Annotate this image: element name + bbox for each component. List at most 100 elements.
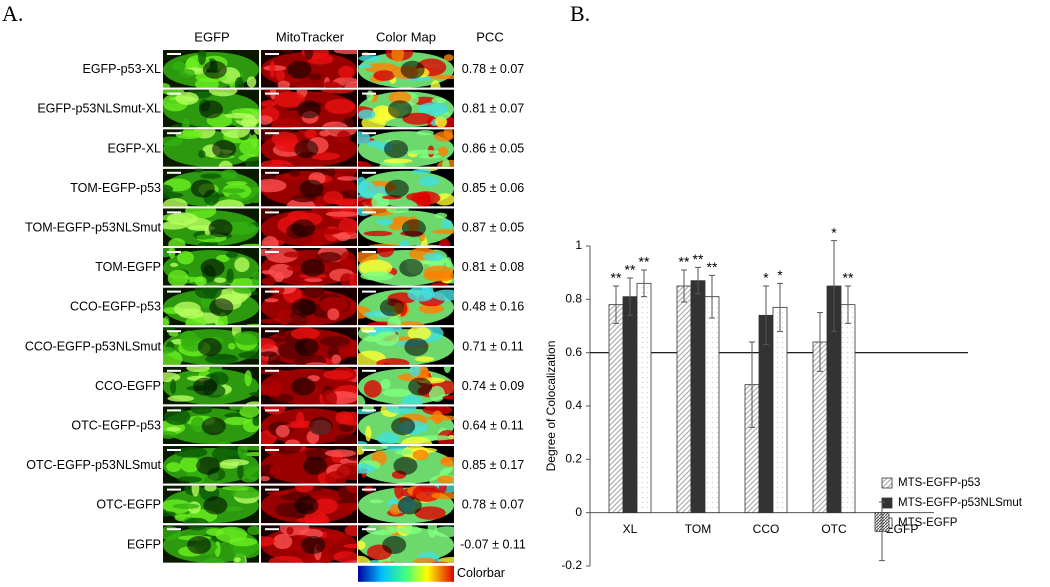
nucleus bbox=[287, 60, 312, 79]
blob bbox=[261, 536, 276, 547]
nucleus bbox=[399, 258, 424, 277]
blob bbox=[338, 347, 357, 357]
nucleus bbox=[387, 100, 412, 119]
blob bbox=[426, 415, 454, 421]
colorbar bbox=[358, 565, 454, 582]
blob bbox=[163, 317, 169, 326]
blob bbox=[224, 416, 249, 426]
error-bar bbox=[817, 312, 823, 372]
blob bbox=[427, 525, 438, 538]
blob bbox=[163, 509, 167, 515]
blob bbox=[437, 146, 449, 157]
blob bbox=[271, 131, 298, 147]
blob bbox=[414, 356, 435, 362]
micrograph bbox=[163, 89, 259, 128]
blob bbox=[280, 50, 294, 53]
blob bbox=[215, 526, 248, 543]
blob bbox=[325, 211, 357, 217]
blob bbox=[374, 331, 400, 347]
blob bbox=[416, 130, 434, 136]
blob bbox=[270, 379, 282, 398]
pcc-value: 0.78 ± 0.07 bbox=[462, 498, 525, 512]
blob bbox=[163, 350, 183, 365]
blob bbox=[274, 91, 306, 108]
nucleus bbox=[382, 536, 407, 554]
nucleus bbox=[291, 219, 316, 238]
blob bbox=[411, 191, 441, 206]
nucleus bbox=[212, 140, 237, 158]
blob bbox=[163, 408, 191, 426]
blob bbox=[224, 112, 254, 119]
blob bbox=[205, 353, 239, 365]
blob bbox=[432, 289, 454, 301]
blob bbox=[273, 533, 293, 550]
blob bbox=[282, 423, 315, 428]
error-bar bbox=[777, 282, 783, 332]
nucleus bbox=[209, 298, 234, 317]
blob bbox=[287, 265, 302, 272]
blob bbox=[218, 160, 233, 167]
micrograph bbox=[358, 525, 454, 563]
blob bbox=[346, 485, 357, 493]
micrograph bbox=[261, 129, 357, 167]
micrograph bbox=[358, 248, 454, 286]
nucleus bbox=[196, 456, 221, 475]
blob bbox=[418, 303, 444, 314]
nucleus bbox=[391, 417, 416, 436]
blob bbox=[244, 323, 259, 326]
blob bbox=[226, 251, 238, 259]
blob bbox=[261, 337, 276, 350]
micrograph bbox=[261, 50, 357, 88]
significance-label: * bbox=[831, 224, 837, 240]
blob bbox=[358, 131, 371, 145]
blob bbox=[419, 435, 454, 441]
blob bbox=[163, 82, 171, 88]
micrograph bbox=[261, 406, 357, 444]
blob bbox=[294, 354, 327, 365]
significance-label: ** bbox=[625, 262, 636, 278]
blob bbox=[413, 557, 436, 563]
nucleus bbox=[296, 100, 321, 119]
blob bbox=[173, 301, 201, 317]
error-bar bbox=[627, 277, 633, 316]
error-bar bbox=[879, 501, 885, 562]
nucleus bbox=[404, 338, 429, 356]
blob bbox=[234, 257, 250, 273]
blob bbox=[179, 456, 201, 473]
blob bbox=[247, 525, 259, 536]
blob bbox=[333, 551, 357, 563]
bar bbox=[690, 280, 706, 514]
blob bbox=[247, 486, 256, 493]
blob bbox=[358, 463, 376, 474]
column-header: MitoTracker bbox=[276, 29, 345, 44]
blob bbox=[325, 84, 345, 88]
blob bbox=[163, 198, 188, 207]
nucleus bbox=[308, 417, 333, 436]
error-bar bbox=[831, 240, 837, 332]
blob bbox=[275, 425, 290, 438]
blob bbox=[366, 90, 374, 102]
legend-swatch bbox=[881, 477, 893, 489]
micrograph bbox=[163, 129, 259, 167]
pcc-value: -0.07 ± 0.11 bbox=[460, 537, 526, 551]
error-bar bbox=[749, 341, 755, 428]
blob bbox=[261, 115, 273, 125]
micrograph bbox=[261, 327, 357, 365]
significance-label: ** bbox=[611, 270, 622, 286]
nucleus bbox=[187, 536, 212, 554]
blob bbox=[267, 353, 281, 365]
nucleus bbox=[401, 219, 426, 238]
y-tick-label: 0.2 bbox=[565, 452, 582, 466]
blob bbox=[441, 219, 453, 229]
row-label: EGFP-p53NLSmut-XL bbox=[37, 102, 161, 116]
significance-label: ** bbox=[707, 259, 718, 275]
blob bbox=[198, 150, 206, 159]
row-label: EGFP-XL bbox=[108, 141, 162, 155]
blob bbox=[226, 268, 234, 284]
blob bbox=[261, 270, 276, 275]
blob bbox=[431, 229, 454, 234]
x-tick-label: XL bbox=[623, 522, 638, 536]
blob bbox=[369, 499, 384, 504]
blob bbox=[319, 296, 349, 314]
